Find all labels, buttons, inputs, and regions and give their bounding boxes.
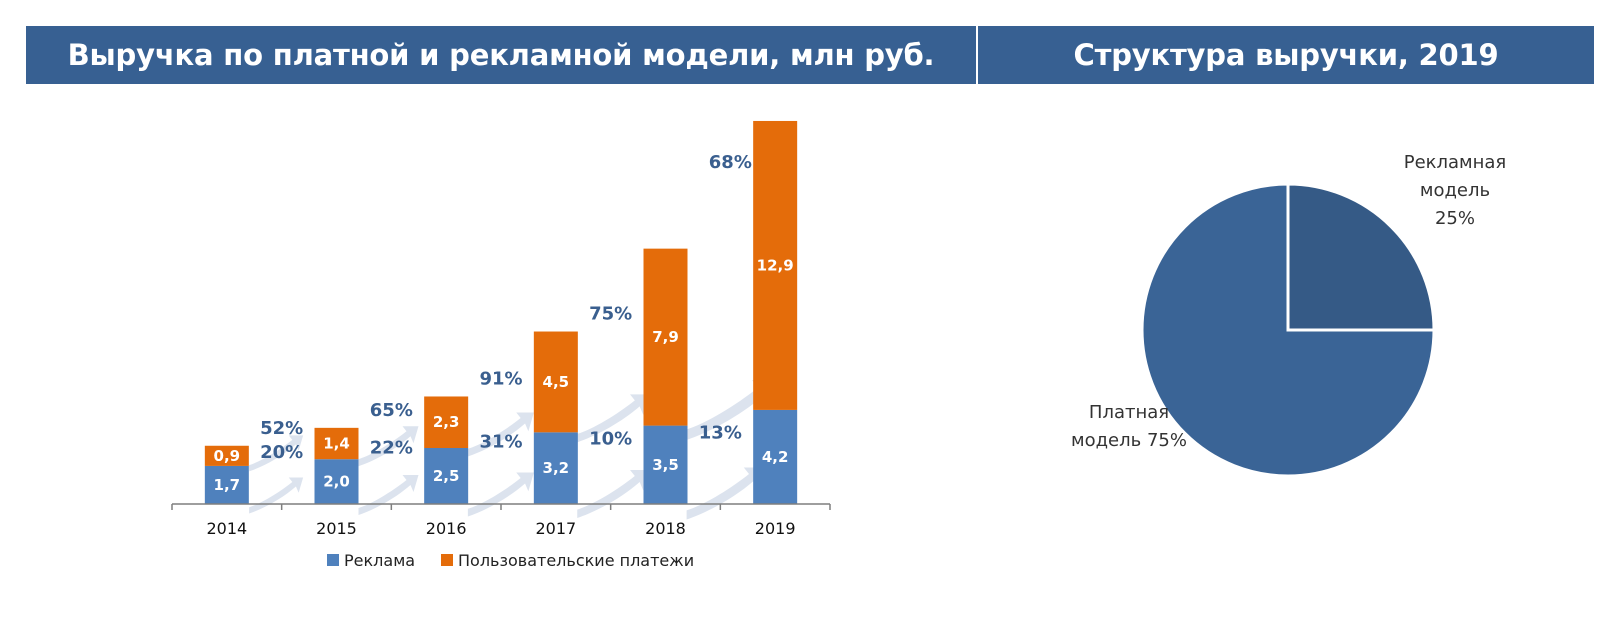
bar-segment-user-payments: [314, 427, 359, 460]
data-label-user-payments: 4,5: [543, 373, 570, 391]
x-tick-label: 2017: [535, 519, 576, 538]
growth-label-ad: 22%: [370, 438, 413, 459]
bar-segment-ad: [314, 459, 359, 504]
x-tick-label: 2018: [645, 519, 686, 538]
data-label-ad: 1,7: [214, 476, 241, 494]
x-tick-label: 2015: [316, 519, 357, 538]
pie-slice-paid-model: [1140, 182, 1436, 478]
bar-segment-user-payments: [753, 120, 798, 410]
growth-label-user-payments: 91%: [479, 368, 522, 389]
data-label-user-payments: 0,9: [214, 447, 241, 465]
growth-label-ad: 13%: [699, 422, 742, 443]
pie-label-paid-model: Платная: [1089, 402, 1169, 423]
growth-label-user-payments: 65%: [370, 400, 413, 421]
pie-label-ad-model: модель: [1420, 180, 1490, 201]
growth-label-ad: 31%: [479, 431, 522, 452]
pie-label-paid-model: модель 75%: [1071, 430, 1187, 451]
x-tick-label: 2019: [755, 519, 796, 538]
data-label-user-payments: 1,4: [323, 435, 350, 453]
pie-label-ad-model: Рекламная: [1404, 152, 1507, 173]
growth-arrow-icon: [249, 435, 304, 472]
pie-label-ad-model: 25%: [1435, 208, 1475, 229]
growth-arrow-icon: [686, 467, 765, 520]
growth-label-user-payments: 52%: [260, 418, 303, 439]
legend-swatch-ad: [327, 554, 339, 566]
legend-label-ad: Реклама: [344, 551, 415, 570]
bar-segment-user-payments: [204, 445, 249, 466]
growth-arrow-icon: [577, 470, 650, 518]
bar-chart-title: Выручка по платной и рекламной модели, м…: [26, 26, 976, 84]
pie-slice-ad-model: [1286, 182, 1436, 332]
growth-label-ad: 10%: [589, 429, 632, 450]
x-tick-label: 2016: [426, 519, 467, 538]
data-label-user-payments: 2,3: [433, 413, 460, 431]
growth-arrow-icon: [467, 472, 534, 517]
growth-arrow-icon: [358, 426, 419, 467]
data-label-user-payments: 7,9: [652, 328, 679, 346]
bar-segment-ad: [753, 409, 798, 504]
data-label-ad: 2,0: [323, 473, 350, 491]
legend-label-user-payments: Пользовательские платежи: [458, 551, 694, 570]
bar-segment-ad: [204, 465, 249, 504]
data-label-ad: 4,2: [762, 448, 789, 466]
bar-segment-ad: [424, 448, 469, 504]
bar-segment-ad: [643, 425, 688, 504]
bar-segment-user-payments: [424, 396, 469, 448]
pie-chart-title: Структура выручки, 2019: [978, 26, 1594, 84]
growth-arrow-icon: [249, 477, 304, 514]
bar-segment-ad: [533, 432, 578, 504]
growth-label-ad: 20%: [260, 442, 303, 463]
data-label-user-payments: 12,9: [757, 256, 794, 274]
data-label-ad: 2,5: [433, 467, 460, 485]
legend-swatch-user-payments: [441, 554, 453, 566]
bar-segment-user-payments: [643, 248, 688, 426]
x-tick-label: 2014: [206, 519, 247, 538]
growth-label-user-payments: 75%: [589, 304, 632, 325]
bar-segment-user-payments: [533, 331, 578, 433]
data-label-ad: 3,5: [652, 456, 679, 474]
growth-arrow-icon: [467, 412, 534, 457]
growth-label-user-payments: 68%: [709, 152, 752, 173]
growth-arrow-icon: [577, 394, 650, 443]
growth-arrow-icon: [358, 475, 419, 515]
data-label-ad: 3,2: [543, 459, 570, 477]
